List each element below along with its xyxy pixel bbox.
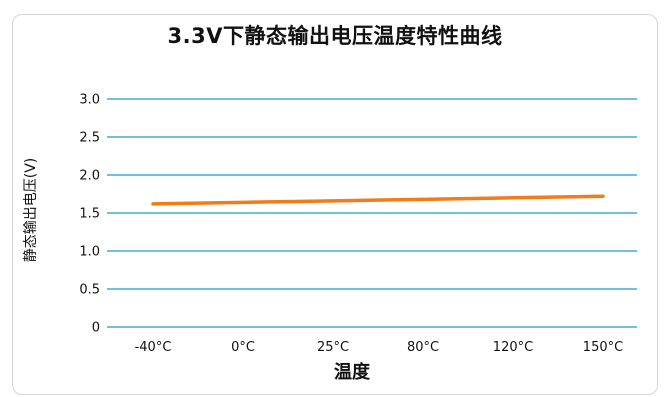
y-tick-label: 1.0 <box>79 245 100 260</box>
x-tick-label: 80°C <box>407 340 439 355</box>
series-line <box>151 194 605 206</box>
y-tick-label: 0 <box>92 321 100 336</box>
x-tick-label: 0°C <box>231 340 255 355</box>
x-tick-label: 150°C <box>583 340 623 355</box>
y-tick-label: 3.0 <box>79 93 100 108</box>
x-tick-label: -40°C <box>135 340 172 355</box>
chart-title: 3.3V下静态输出电压温度特性曲线 <box>167 24 503 48</box>
y-tick-label: 2.5 <box>79 131 100 146</box>
chart-card <box>12 14 658 395</box>
x-tick-label: 25°C <box>317 340 349 355</box>
y-tick-label: 0.5 <box>79 283 100 298</box>
y-tick-label: 2.0 <box>79 169 100 184</box>
x-axis-label: 温度 <box>334 362 370 383</box>
x-tick-label: 120°C <box>493 340 533 355</box>
y-tick-label: 1.5 <box>79 207 100 222</box>
